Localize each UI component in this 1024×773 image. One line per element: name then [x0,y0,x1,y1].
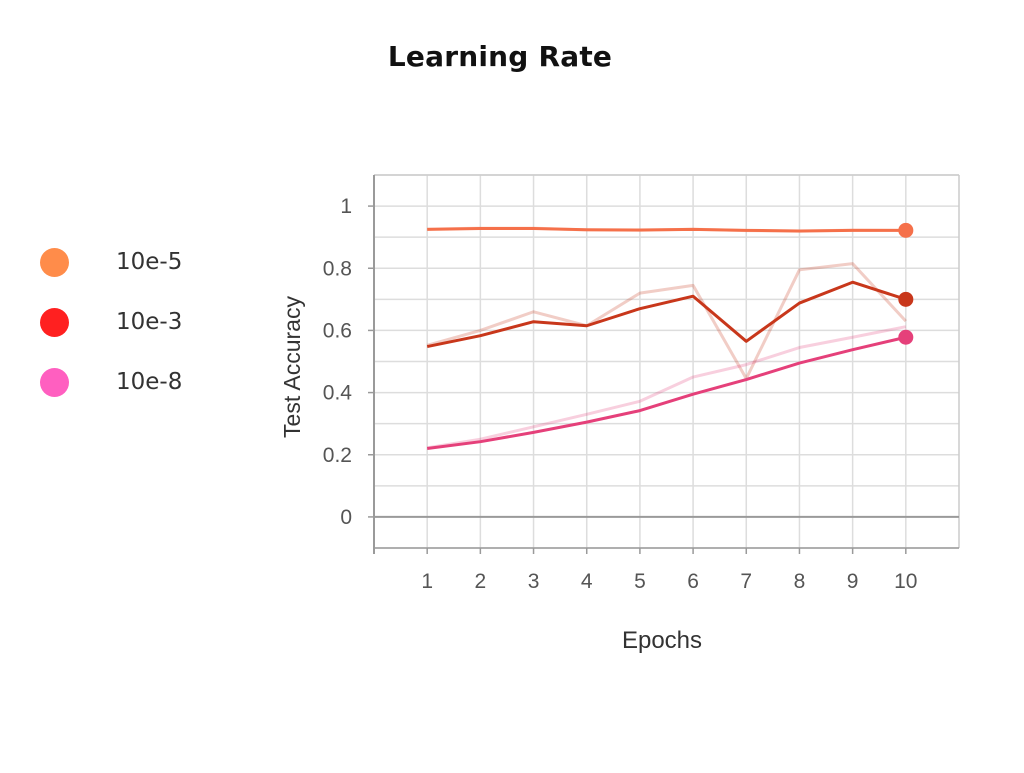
y-tick-label-1: 0.2 [323,444,352,467]
x-tick-label-7: 8 [794,570,806,593]
series-line-2 [426,335,907,451]
legend-label-1: 10e-3 [116,309,183,335]
raw-series-lines [426,226,907,450]
y-tick-label-3: 0.6 [323,319,352,342]
grid [374,174,960,549]
series-end-point-0 [898,222,914,238]
legend-item-2: 10e-8 [40,368,240,428]
y-axis-label: Test Accuracy [279,296,305,438]
x-tick-label-4: 5 [634,570,646,593]
series-end-point-2 [898,329,914,345]
x-tick-label-9: 10 [894,570,917,593]
x-tick-label-1: 2 [475,570,487,593]
series-raw-line-2 [426,325,907,450]
chart-title: Learning Rate [387,40,613,73]
legend-label-0: 10e-5 [116,249,183,275]
axes [368,175,959,554]
series-end-point-1 [898,291,914,307]
series-lines [426,222,914,451]
tick-labels: 0 0.2 0.4 0.6 0.8 1 1 2 3 4 5 6 7 8 9 10 [323,195,918,593]
legend: 10e-5 10e-3 10e-8 [40,248,240,428]
x-tick-label-6: 7 [740,570,752,593]
legend-item-1: 10e-3 [40,308,240,368]
y-tick-label-4: 0.8 [323,257,352,280]
legend-marker-1 [40,308,69,337]
legend-item-0: 10e-5 [40,248,240,308]
y-tick-label-5: 1 [340,195,352,218]
x-tick-label-8: 9 [847,570,859,593]
x-tick-label-5: 6 [687,570,699,593]
series-line-1 [426,280,907,349]
x-tick-label-2: 3 [528,570,540,593]
series-raw-line-1 [426,262,907,381]
legend-marker-2 [40,368,69,397]
x-tick-label-3: 4 [581,570,593,593]
y-tick-label-2: 0.4 [323,382,353,405]
x-tick-label-0: 1 [421,570,433,593]
legend-marker-0 [40,248,69,277]
legend-label-2: 10e-8 [116,369,183,395]
y-tick-label-0: 0 [340,506,352,529]
series-line-0 [427,226,906,233]
x-axis-label: Epochs [622,627,702,654]
